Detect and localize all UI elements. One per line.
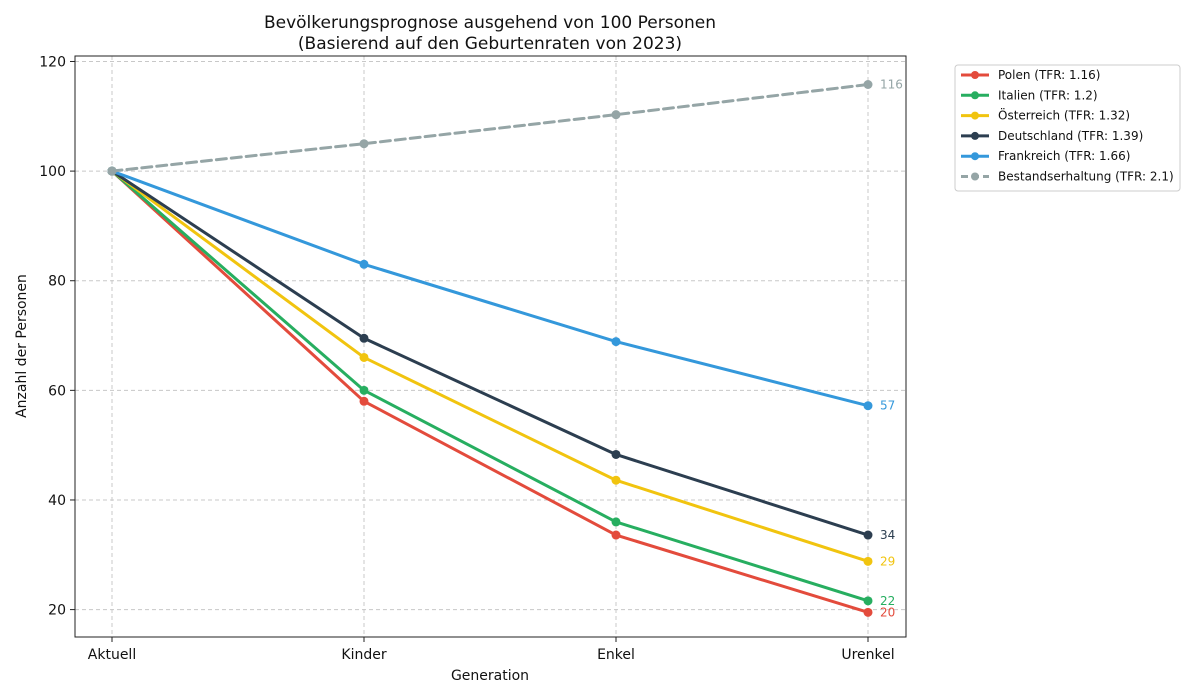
series-line xyxy=(110,169,870,614)
series-line xyxy=(110,169,870,603)
series-line xyxy=(110,169,870,408)
legend-label: Frankreich (TFR: 1.66) xyxy=(998,149,1130,163)
legend: Polen (TFR: 1.16) Italien (TFR: 1.2) Öster… xyxy=(954,64,1181,192)
legend-marker xyxy=(971,172,979,181)
legend-marker xyxy=(971,131,979,140)
y-axis-label: Anzahl der Personen xyxy=(14,274,30,418)
legend-item: Polen (TFR: 1.16) xyxy=(961,68,1100,82)
legend-item: Frankreich (TFR: 1.66) xyxy=(961,149,1130,163)
legend-label: Deutschland (TFR: 1.39) xyxy=(998,129,1143,143)
data-point xyxy=(863,596,873,606)
end-value-label: 57 xyxy=(880,399,895,413)
data-point xyxy=(611,530,621,540)
data-point xyxy=(863,401,873,411)
series-group: 34 xyxy=(107,166,895,542)
data-point xyxy=(107,166,117,176)
data-point xyxy=(863,556,873,566)
data-point xyxy=(611,337,621,347)
data-point xyxy=(359,396,369,406)
data-point xyxy=(863,530,873,540)
data-point xyxy=(359,333,369,343)
legend-item: Bestandserhaltung (TFR: 2.1) xyxy=(961,170,1174,184)
y-tick-label: 60 xyxy=(48,383,66,399)
data-point xyxy=(611,475,621,485)
series-line xyxy=(110,169,870,563)
y-tick-label: 20 xyxy=(48,603,66,619)
series-group: 116 xyxy=(107,78,903,176)
data-point xyxy=(359,352,369,362)
axis-ticks: Aktuell Kinder Enkel Urenkel 20 40 60 80 100 120 xyxy=(39,54,894,663)
series-group: 20 xyxy=(107,166,895,619)
legend-item: Österreich (TFR: 1.32) xyxy=(961,107,1130,123)
legend-marker xyxy=(971,111,979,120)
series-group: 22 xyxy=(107,166,895,608)
legend-marker xyxy=(971,71,979,79)
end-value-label: 29 xyxy=(880,554,895,568)
series-line xyxy=(110,169,870,537)
y-tick-label: 120 xyxy=(39,54,66,70)
y-tick-label: 40 xyxy=(48,493,66,509)
legend-marker xyxy=(971,91,979,100)
end-value-label: 20 xyxy=(880,605,895,619)
end-value-label: 34 xyxy=(880,528,895,542)
data-point xyxy=(359,259,369,269)
x-tick-label: Aktuell xyxy=(88,647,136,663)
data-point xyxy=(863,607,873,617)
end-value-label: 22 xyxy=(880,594,895,608)
x-tick-label: Kinder xyxy=(341,647,386,663)
data-point xyxy=(611,110,621,120)
legend-box xyxy=(954,64,1181,192)
legend-marker xyxy=(971,152,979,161)
plot-area-frame xyxy=(74,55,907,638)
legend-label: Österreich (TFR: 1.32) xyxy=(998,107,1130,123)
data-point xyxy=(359,385,369,395)
data-point xyxy=(611,449,621,459)
chart-subtitle: (Basierend auf den Geburtenraten von 202… xyxy=(298,34,682,54)
y-tick-label: 100 xyxy=(39,164,66,180)
legend-item: Italien (TFR: 1.2) xyxy=(961,88,1098,102)
data-point xyxy=(611,517,621,527)
end-value-label: 116 xyxy=(880,78,903,92)
x-tick-label: Enkel xyxy=(597,647,635,663)
series-line xyxy=(110,83,870,173)
data-point xyxy=(359,139,369,149)
chart-title: Bevölkerungsprognose ausgehend von 100 P… xyxy=(264,13,716,33)
x-tick-label: Urenkel xyxy=(841,647,894,663)
legend-label: Polen (TFR: 1.16) xyxy=(998,68,1100,82)
series-group: 29 xyxy=(107,166,895,568)
grid-lines xyxy=(75,56,906,637)
data-point xyxy=(863,80,873,90)
y-tick-label: 80 xyxy=(48,274,66,290)
series-group: 57 xyxy=(107,166,895,413)
legend-item: Deutschland (TFR: 1.39) xyxy=(961,129,1143,143)
legend-label: Bestandserhaltung (TFR: 2.1) xyxy=(998,170,1174,184)
legend-label: Italien (TFR: 1.2) xyxy=(998,88,1098,102)
x-axis-label: Generation xyxy=(451,668,529,684)
